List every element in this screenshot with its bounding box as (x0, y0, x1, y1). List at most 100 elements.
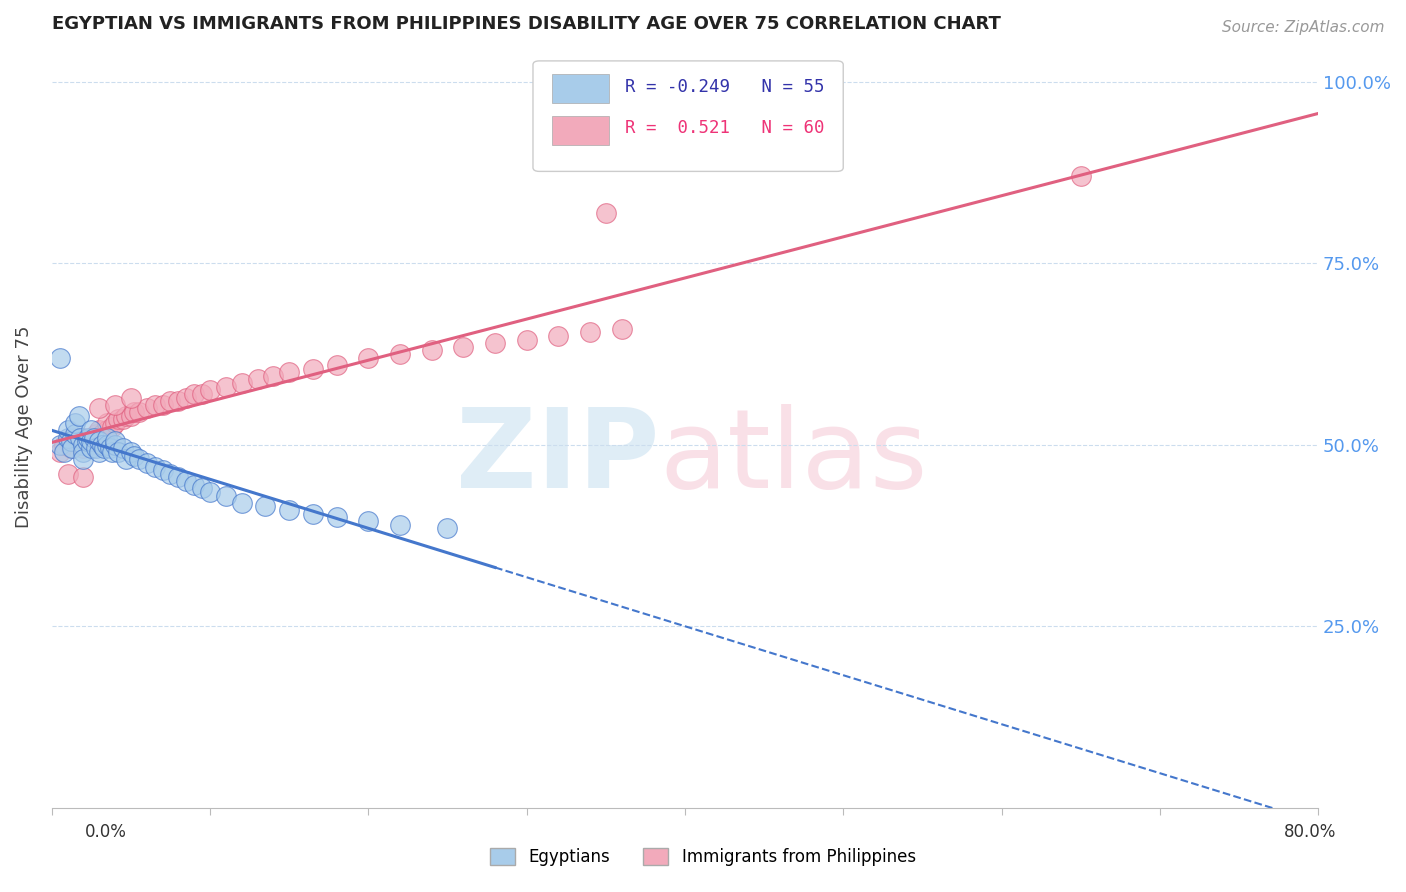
Point (167, 394, 190, 409)
Point (80, 442, 103, 456)
Point (143, 459, 166, 474)
Point (101, 419, 124, 434)
Point (231, 496, 253, 510)
Point (96, 431, 118, 445)
Point (104, 416, 127, 430)
Point (215, 489, 238, 503)
Point (83, 434, 105, 449)
Point (59, 434, 82, 449)
Point (167, 470, 190, 484)
Bar (553, 74, 609, 103)
Point (183, 477, 205, 491)
Point (65, 431, 87, 445)
Point (107, 412, 129, 426)
Point (48, 351, 70, 365)
Point (357, 351, 380, 365)
Point (84, 426, 107, 441)
Point (122, 449, 145, 463)
Point (53, 445, 76, 459)
Point (120, 445, 142, 459)
Point (516, 333, 538, 347)
Point (325, 510, 347, 524)
Point (215, 380, 238, 394)
Point (53, 438, 76, 452)
Point (48, 438, 70, 452)
Text: 0.0%: 0.0% (84, 822, 127, 840)
Point (191, 387, 214, 401)
Point (388, 517, 411, 532)
Point (104, 398, 127, 412)
Point (159, 467, 181, 481)
Point (198, 485, 221, 500)
Point (191, 481, 214, 495)
Point (547, 329, 569, 343)
Point (115, 452, 138, 467)
Point (56, 423, 79, 437)
Text: Source: ZipAtlas.com: Source: ZipAtlas.com (1222, 20, 1385, 35)
Point (80, 434, 103, 449)
Point (72, 431, 94, 445)
Point (91, 426, 114, 441)
Point (56, 431, 79, 445)
Point (183, 387, 205, 401)
Point (579, 326, 602, 340)
Point (56, 434, 79, 449)
Point (122, 405, 145, 419)
Point (96, 416, 118, 430)
Point (176, 391, 198, 405)
Point (76, 434, 98, 449)
Bar (553, 116, 609, 145)
Point (111, 442, 134, 456)
Y-axis label: Disability Age Over 75: Disability Age Over 75 (15, 326, 32, 528)
Point (104, 434, 127, 449)
Point (128, 452, 150, 467)
Point (302, 507, 325, 521)
Point (357, 514, 380, 528)
Point (89, 445, 111, 459)
Point (152, 398, 174, 412)
Point (128, 405, 150, 419)
Text: ZIP: ZIP (456, 403, 659, 510)
Point (80, 431, 103, 445)
Point (101, 445, 124, 459)
Point (104, 438, 127, 452)
Point (65, 426, 87, 441)
Point (198, 384, 221, 398)
Legend: Egyptians, Immigrants from Philippines: Egyptians, Immigrants from Philippines (484, 841, 922, 873)
Point (159, 394, 181, 409)
Point (65, 434, 87, 449)
Point (72, 442, 94, 456)
Point (93, 442, 115, 456)
Point (388, 347, 411, 361)
Point (115, 409, 138, 423)
Text: R = -0.249   N = 55: R = -0.249 N = 55 (626, 78, 825, 95)
Point (72, 452, 94, 467)
Point (72, 445, 94, 459)
Point (302, 361, 325, 376)
Point (72, 470, 94, 484)
Point (67, 409, 90, 423)
Point (278, 365, 301, 379)
Point (484, 336, 506, 351)
Point (89, 401, 111, 416)
Text: 80.0%: 80.0% (1284, 822, 1337, 840)
Text: R =  0.521   N = 60: R = 0.521 N = 60 (626, 119, 825, 137)
Point (80, 423, 103, 437)
Point (246, 372, 269, 386)
Point (420, 343, 443, 358)
Point (69, 438, 91, 452)
Point (325, 358, 347, 372)
Text: atlas: atlas (659, 403, 928, 510)
Point (59, 442, 82, 456)
Point (231, 376, 253, 390)
Point (176, 474, 198, 488)
Point (72, 438, 94, 452)
Point (120, 409, 142, 423)
Point (262, 368, 284, 383)
Point (89, 434, 111, 449)
Point (84, 442, 107, 456)
Point (107, 445, 129, 459)
Point (254, 500, 277, 514)
Point (96, 438, 118, 452)
Point (69, 431, 91, 445)
